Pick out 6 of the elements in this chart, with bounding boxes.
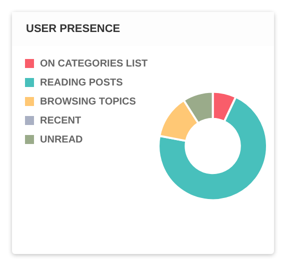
legend-label: RECENT	[40, 115, 82, 126]
legend-label: ON CATEGORIES LIST	[40, 58, 148, 70]
legend-label: READING POSTS	[40, 77, 124, 88]
legend-label: UNREAD	[40, 134, 83, 146]
legend-label: BROWSING TOPICS	[40, 96, 136, 108]
chart-title: USER PRESENCE	[12, 12, 274, 46]
